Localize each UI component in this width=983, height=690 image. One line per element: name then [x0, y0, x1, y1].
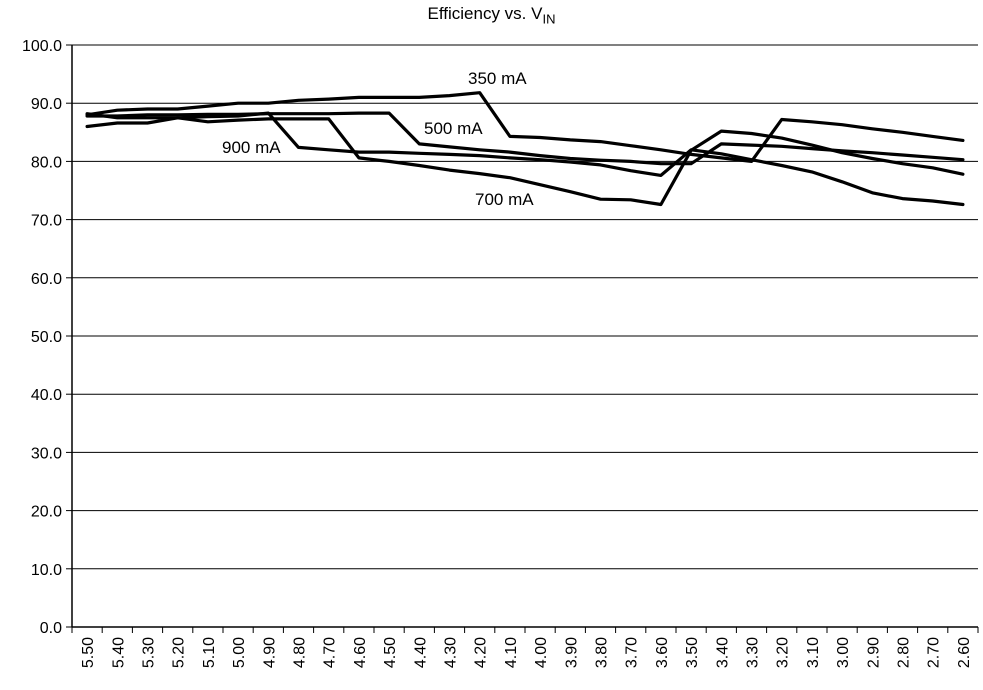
series-line-500-ma	[85, 111, 965, 166]
x-tick-label: 3.70	[624, 637, 641, 668]
chart-title-subscript: IN	[542, 11, 556, 27]
x-tick-label: 3.90	[563, 637, 580, 668]
y-tick-label: 0.0	[40, 620, 62, 637]
x-tick-label: 2.80	[896, 637, 913, 668]
series-label: 500 mA	[424, 119, 483, 138]
x-tick-label: 4.40	[412, 637, 429, 668]
x-tick-label: 3.80	[594, 637, 611, 668]
chart-title-text: Efficiency vs. V	[427, 4, 543, 23]
x-tick-label: 2.60	[956, 637, 973, 668]
series-label: 900 mA	[222, 138, 281, 157]
x-tick-label: 4.20	[473, 637, 490, 668]
x-tick-label: 4.50	[382, 637, 399, 668]
x-tick-label: 4.70	[322, 637, 339, 668]
chart-title: Efficiency vs. VIN	[0, 4, 983, 26]
x-tick-label: 3.30	[745, 637, 762, 668]
series-annotations: 350 mA 500 mA 900 mA 700 mA	[222, 69, 534, 209]
x-tick-label: 5.10	[201, 637, 218, 668]
x-tick-label: 3.00	[835, 637, 852, 668]
series-line-700-ma	[85, 116, 965, 207]
y-tick-label: 20.0	[31, 504, 62, 521]
x-tick-label: 4.90	[261, 637, 278, 668]
x-tick-label: 4.80	[292, 637, 309, 668]
axes	[66, 44, 979, 633]
y-tick-label: 70.0	[31, 213, 62, 230]
x-tick-label: 5.40	[110, 637, 127, 668]
x-tick-labels: 5.50 5.40 5.30 5.20 5.10 5.00 4.90 4.80 4.70 4.60…	[80, 637, 973, 668]
series-line-350-ma	[85, 91, 965, 163]
y-tick-labels: 0.0 10.0 20.0 30.0 40.0 50.0 60.0 70.0 80.0 90.0 1…	[22, 38, 62, 637]
y-tick-label: 100.0	[22, 38, 62, 55]
x-tick-label: 4.60	[352, 637, 369, 668]
gridlines	[72, 44, 978, 570]
x-tick-label: 4.10	[503, 637, 520, 668]
x-tick-label: 3.60	[654, 637, 671, 668]
x-tick-label: 2.70	[926, 637, 943, 668]
x-tick-label: 4.30	[443, 637, 460, 668]
x-tick-label: 5.30	[141, 637, 158, 668]
x-tick-label: 5.50	[80, 637, 97, 668]
x-tick-label: 3.10	[805, 637, 822, 668]
series-label: 350 mA	[468, 69, 527, 88]
y-tick-label: 30.0	[31, 445, 62, 462]
y-tick-label: 10.0	[31, 562, 62, 579]
series-label: 700 mA	[475, 190, 534, 209]
x-tick-label: 5.20	[171, 637, 188, 668]
y-tick-label: 60.0	[31, 271, 62, 288]
x-tick-label: 3.20	[775, 637, 792, 668]
y-tick-label: 50.0	[31, 329, 62, 346]
y-tick-label: 40.0	[31, 387, 62, 404]
y-tick-label: 80.0	[31, 154, 62, 171]
y-tick-label: 90.0	[31, 96, 62, 113]
x-tick-label: 3.40	[714, 637, 731, 668]
x-tick-label: 3.50	[684, 637, 701, 668]
x-tick-label: 5.00	[231, 637, 248, 668]
series-line-900-ma	[85, 111, 965, 207]
x-tick-label: 4.00	[533, 637, 550, 668]
x-tick-label: 2.90	[865, 637, 882, 668]
series-lines	[85, 91, 965, 207]
